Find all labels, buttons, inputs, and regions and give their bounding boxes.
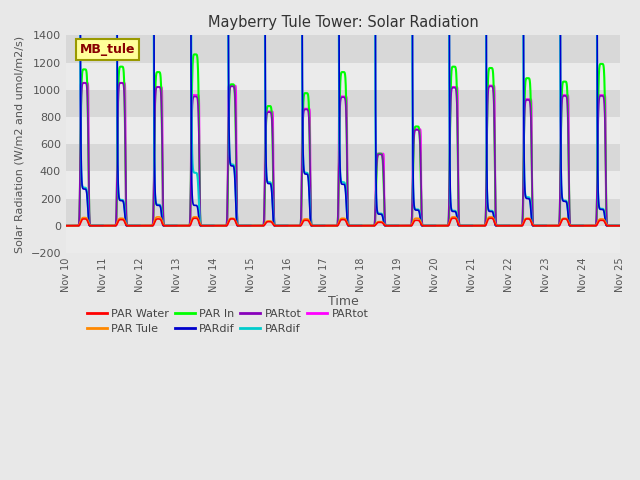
Bar xyxy=(66,199,620,226)
Bar xyxy=(66,62,620,90)
Bar xyxy=(66,226,620,253)
Title: Mayberry Tule Tower: Solar Radiation: Mayberry Tule Tower: Solar Radiation xyxy=(207,15,478,30)
X-axis label: Time: Time xyxy=(328,295,358,308)
Text: MB_tule: MB_tule xyxy=(80,43,135,56)
Legend: PAR Water, PAR Tule, PAR In, PARdif, PARtot, PARdif, PARtot: PAR Water, PAR Tule, PAR In, PARdif, PAR… xyxy=(83,304,373,339)
Y-axis label: Solar Radiation (W/m2 and umol/m2/s): Solar Radiation (W/m2 and umol/m2/s) xyxy=(15,36,25,252)
Bar xyxy=(66,117,620,144)
Bar xyxy=(66,171,620,199)
Bar xyxy=(66,36,620,62)
Bar xyxy=(66,90,620,117)
Bar xyxy=(66,144,620,171)
